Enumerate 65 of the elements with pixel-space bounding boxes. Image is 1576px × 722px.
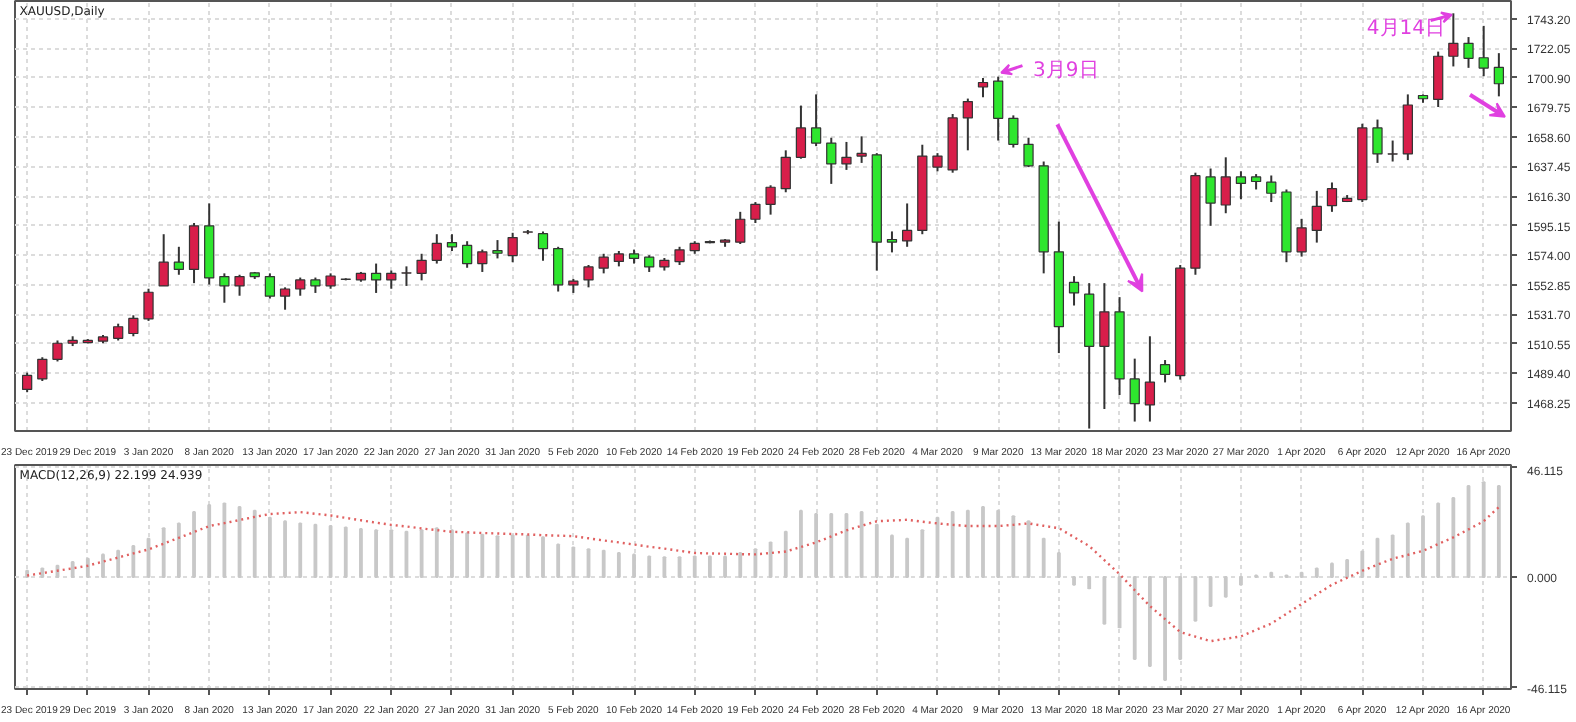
- candlestick: [598, 252, 609, 275]
- candlestick: [1433, 50, 1444, 108]
- candlestick: [886, 230, 898, 254]
- candlestick: [461, 240, 473, 269]
- candlestick: [1129, 357, 1140, 423]
- candlestick: [841, 140, 852, 171]
- candlestick: [370, 262, 382, 294]
- candlestick: [21, 371, 33, 394]
- candlestick: [1159, 359, 1171, 384]
- candlestick: [1068, 275, 1080, 307]
- candlestick: [264, 272, 276, 300]
- candlestick: [143, 287, 154, 322]
- candlestick: [826, 136, 837, 185]
- candlestick: [219, 272, 230, 304]
- candlestick: [279, 286, 291, 311]
- candlestick: [1235, 170, 1247, 201]
- candlestick: [901, 202, 913, 248]
- candlestick: [1463, 36, 1474, 69]
- candlestick: [295, 276, 306, 297]
- candlestick: [674, 245, 685, 266]
- candlestick: [962, 97, 973, 152]
- candlestick: [431, 233, 442, 265]
- candlestick: [1266, 174, 1277, 204]
- candlestick: [1493, 52, 1505, 98]
- candlestick: [507, 231, 518, 264]
- candlestick: [1448, 12, 1459, 68]
- candlestick: [416, 252, 427, 282]
- candlestick: [583, 263, 594, 289]
- candlestick: [780, 149, 791, 194]
- candlestick: [1478, 24, 1489, 78]
- candlestick: [158, 233, 169, 287]
- candlestick: [765, 184, 776, 216]
- candlestick: [1008, 114, 1019, 149]
- candlestick: [1205, 167, 1216, 227]
- candlestick: [810, 93, 822, 148]
- candlestick: [492, 239, 503, 260]
- candlestick: [128, 314, 139, 338]
- candlestick: [993, 75, 1004, 142]
- candlestick: [234, 273, 245, 297]
- candlestick: [1326, 181, 1338, 213]
- candlestick: [173, 245, 185, 276]
- candlestick: [1220, 156, 1231, 215]
- candlestick: [1099, 282, 1110, 410]
- candlestick: [1144, 335, 1156, 423]
- candlestick: [188, 222, 200, 285]
- candlestick: [932, 152, 943, 173]
- candlestick: [1023, 136, 1034, 169]
- candlestick: [37, 356, 48, 383]
- candlestick: [477, 248, 488, 273]
- candlestick: [386, 269, 397, 290]
- line-series: [25, 505, 1501, 643]
- candlestick: [52, 339, 63, 363]
- candlestick: [553, 245, 564, 293]
- candlestick: [1296, 217, 1307, 258]
- candlestick: [1372, 118, 1383, 164]
- candlestick: [856, 135, 867, 164]
- candlestick: [750, 201, 761, 225]
- candlestick: [1387, 139, 1398, 163]
- candlestick: [795, 104, 807, 160]
- annotation: 3月9日: [1033, 59, 1099, 82]
- candlestick: [1311, 189, 1322, 244]
- candlestick: [537, 230, 549, 262]
- candlestick: [401, 265, 412, 287]
- candlestick: [735, 210, 746, 245]
- candlestick: [977, 76, 989, 99]
